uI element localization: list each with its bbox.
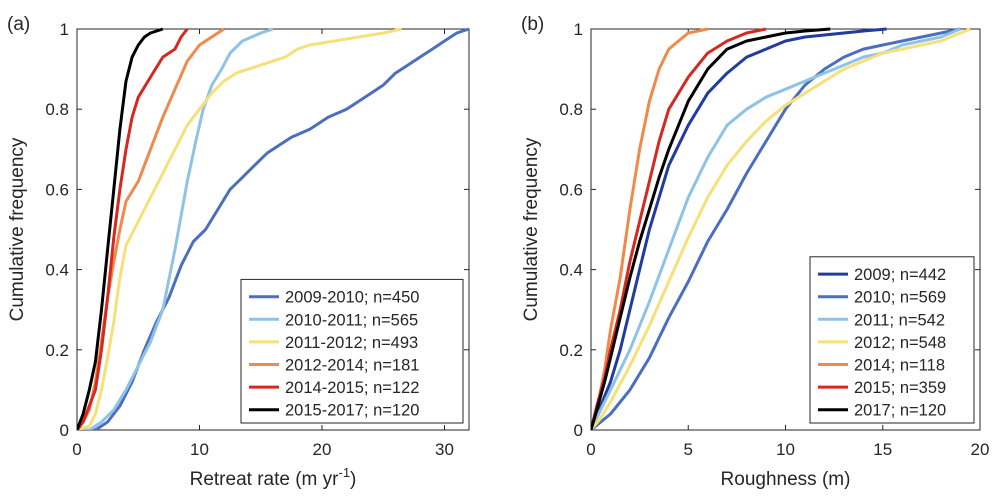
series-line — [77, 28, 189, 430]
series-line — [591, 27, 961, 430]
y-tick-label: 1 — [60, 20, 69, 39]
y-tick-label: 0.6 — [559, 180, 583, 199]
legend-box — [240, 278, 464, 424]
legend-entry-label: 2009; n=442 — [854, 266, 946, 284]
y-tick-label: 0.2 — [45, 341, 69, 360]
legend: 2009; n=442 2010; n=569 2011; n=542 2012; n… — [809, 256, 975, 424]
x-axis-label-superscript: -1 — [338, 465, 350, 480]
y-tick-label: 0 — [60, 421, 69, 440]
legend: 2009-2010; n=450 2010-2011; n=565 2011-201… — [240, 278, 464, 424]
x-axis-label-main: Roughness (m) — [721, 469, 851, 490]
legend-entry-label: 2010; n=569 — [854, 289, 946, 307]
legend-entry-label: 2014; n=118 — [854, 357, 945, 375]
y-tick-label: 0.6 — [45, 180, 69, 199]
panel-a: (a) Cumulative frequency Retreat rate (m… — [7, 14, 470, 490]
x-axis-label: Roughness (m) — [721, 469, 851, 490]
series-line — [77, 27, 274, 430]
series-line — [591, 27, 831, 430]
legend-entry-label: 2015-2017; n=120 — [285, 402, 419, 420]
panel-label: (b) — [521, 14, 544, 35]
y-axis-label: Cumulative frequency — [521, 137, 542, 321]
x-axis-label-suffix: ) — [350, 469, 356, 490]
series-line — [77, 27, 164, 430]
legend-box — [809, 256, 975, 424]
series-line — [591, 27, 962, 430]
x-tick-label: 10 — [190, 440, 209, 459]
legend-entry-label: 2014-2015; n=122 — [285, 379, 419, 397]
legend-entry-label: 2012-2014; n=181 — [285, 357, 419, 375]
x-tick-label: 20 — [971, 440, 990, 459]
legend-entry-label: 2009-2010; n=450 — [285, 289, 419, 307]
x-axis-label-main: Retreat rate (m yr — [190, 469, 340, 490]
series-line — [591, 27, 767, 430]
x-tick-label: 0 — [72, 440, 81, 459]
legend-entry-label: 2015; n=359 — [854, 379, 946, 397]
y-axis-label: Cumulative frequency — [7, 137, 28, 321]
x-tick-label: 15 — [873, 440, 892, 459]
series-line — [591, 27, 971, 430]
legend-entry-label: 2011; n=542 — [854, 311, 945, 329]
y-tick-label: 0.2 — [559, 341, 583, 360]
legend-entry-label: 2017; n=120 — [854, 402, 946, 420]
x-tick-label: 30 — [435, 440, 454, 459]
series-line — [77, 27, 402, 430]
y-tick-label: 0.8 — [559, 100, 583, 119]
y-tick-label: 0.4 — [45, 261, 69, 280]
x-axis-label: Retreat rate (m yr-1) — [190, 465, 357, 490]
x-tick-label: 20 — [313, 440, 332, 459]
series-line — [591, 27, 887, 430]
y-tick-label: 1 — [574, 20, 583, 39]
legend-entry-label: 2012; n=548 — [854, 334, 946, 352]
x-tick-label: 0 — [586, 440, 595, 459]
panel-b: (b) Cumulative frequency Roughness (m) 0… — [521, 14, 989, 490]
panel-label: (a) — [7, 14, 30, 35]
y-tick-label: 0.8 — [45, 100, 69, 119]
x-tick-label: 10 — [776, 440, 795, 459]
y-tick-label: 0.4 — [559, 261, 583, 280]
legend-entry-label: 2010-2011; n=565 — [285, 311, 418, 329]
legend-entry-label: 2011-2012; n=493 — [285, 334, 418, 352]
x-tick-label: 5 — [684, 440, 693, 459]
series-line — [591, 27, 709, 430]
y-tick-label: 0 — [574, 421, 583, 440]
